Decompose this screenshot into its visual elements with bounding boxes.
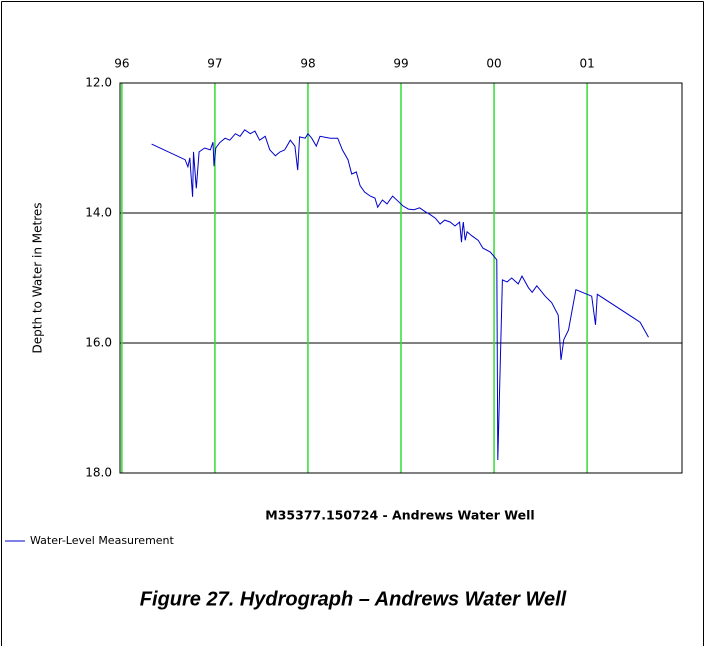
y-axis-label: Depth to Water in Metres	[31, 202, 45, 353]
x-tick-label: 96	[114, 57, 129, 71]
y-tick-label: 12.0	[85, 76, 112, 90]
legend-label: Water-Level Measurement	[30, 534, 175, 547]
caption: Figure 27. Hydrograph – Andrews Water We…	[140, 588, 567, 610]
data-line	[151, 129, 649, 461]
plot-frame	[119, 82, 683, 474]
chart-title: M35377.150724 - Andrews Water Well	[265, 508, 534, 523]
y-tick-label: 14.0	[85, 206, 112, 220]
x-tick-label: 98	[300, 57, 315, 71]
x-tick-label: 01	[579, 57, 594, 71]
y-tick-label: 18.0	[85, 466, 112, 480]
x-tick-label: 00	[486, 57, 501, 71]
y-tick-label: 16.0	[85, 336, 112, 350]
x-tick-label: 99	[393, 57, 408, 71]
x-tick-label: 97	[207, 57, 222, 71]
